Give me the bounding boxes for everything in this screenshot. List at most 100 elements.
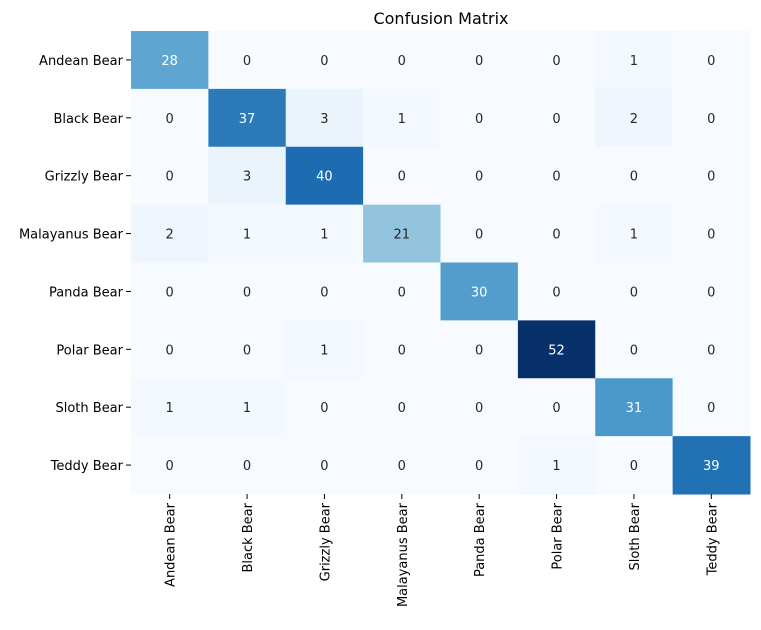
cell-label-r4-c2: 0 [320, 285, 328, 300]
cell-label-r4-c4: 30 [471, 285, 488, 300]
y-tick-label-0: Andean Bear [39, 54, 124, 69]
cell-label-r0-c5: 0 [552, 54, 560, 69]
cell-label-r7-c6: 0 [630, 459, 638, 474]
cell-r7-c3 [363, 436, 441, 495]
cell-label-r5-c4: 0 [475, 343, 483, 358]
cell-label-r4-c0: 0 [166, 285, 174, 300]
cell-label-r2-c1: 3 [243, 170, 251, 185]
cell-label-r2-c6: 0 [630, 170, 638, 185]
cell-label-r3-c0: 2 [166, 228, 174, 243]
cell-r4-c5 [517, 262, 596, 321]
cell-label-r6-c5: 0 [552, 401, 560, 416]
cell-r3-c1 [208, 204, 287, 263]
cell-r3-c0 [131, 204, 209, 263]
cell-r6-c0 [131, 378, 209, 437]
cell-r2-c4 [440, 146, 519, 206]
cell-r5-c1 [208, 320, 287, 379]
cell-label-r2-c4: 0 [475, 170, 483, 185]
cell-r6-c4 [440, 378, 519, 437]
y-tick-label-1: Black Bear [53, 112, 123, 127]
cell-r4-c3 [363, 262, 441, 321]
cell-r7-c7 [672, 436, 751, 495]
cell-r1-c0 [131, 88, 209, 148]
y-tick-label-4: Panda Bear [49, 285, 124, 300]
cell-label-r3-c6: 1 [630, 228, 638, 243]
cell-label-r2-c7: 0 [707, 170, 715, 185]
cell-r3-c4 [440, 204, 519, 263]
cell-r5-c7 [672, 320, 751, 379]
cell-label-r1-c1: 37 [239, 112, 256, 127]
cell-label-r0-c6: 1 [630, 54, 638, 69]
cell-r6-c1 [208, 378, 287, 437]
cell-label-r7-c4: 0 [475, 459, 483, 474]
cell-r2-c1 [208, 146, 287, 206]
cell-label-r5-c6: 0 [630, 343, 638, 358]
cell-r6-c7 [672, 378, 751, 437]
cell-r3-c3 [363, 204, 441, 263]
cell-r0-c6 [595, 31, 674, 90]
cell-label-r4-c7: 0 [707, 285, 715, 300]
cell-label-r4-c6: 0 [630, 285, 638, 300]
cell-label-r5-c3: 0 [398, 343, 406, 358]
cell-label-r4-c3: 0 [398, 285, 406, 300]
cell-label-r7-c2: 0 [320, 459, 328, 474]
cell-r1-c6 [595, 88, 674, 148]
cell-r7-c1 [208, 436, 287, 495]
x-axis: Andean Bear Black Bear Grizzly Bear Malayan… [164, 494, 720, 607]
cell-r0-c5 [517, 31, 596, 90]
cell-label-r3-c2: 1 [320, 228, 328, 243]
cell-r1-c3 [363, 88, 441, 148]
cell-label-r2-c3: 0 [398, 170, 406, 185]
cell-label-r5-c2: 1 [320, 343, 328, 358]
cell-r0-c4 [440, 31, 519, 90]
cell-r1-c2 [285, 88, 364, 148]
heatmap-cell-labels: 28 0 0 0 0 0 1 00 37 3 1 0 0 2 00 3 40 0 0 0 0 02 1 1 21 0 0 1 00 0 0 0… [161, 54, 719, 474]
cell-r6-c5 [517, 378, 596, 437]
cell-label-r3-c3: 21 [394, 228, 411, 243]
cell-r0-c7 [672, 31, 751, 90]
cell-r4-c6 [595, 262, 674, 321]
cell-label-r3-c4: 0 [475, 228, 483, 243]
y-tick-label-5: Polar Bear [56, 343, 123, 358]
chart-title: Confusion Matrix [373, 9, 508, 28]
cell-label-r7-c0: 0 [166, 459, 174, 474]
cell-r3-c7 [672, 204, 751, 263]
x-tick-label-7: Teddy Bear [705, 502, 720, 576]
cell-r2-c2 [285, 146, 364, 206]
cell-r5-c6 [595, 320, 674, 379]
cell-r1-c1 [208, 88, 287, 148]
x-tick-label-3: Malayanus Bear [396, 502, 411, 607]
cell-label-r1-c7: 0 [707, 112, 715, 127]
cell-label-r0-c3: 0 [398, 54, 406, 69]
x-tick-label-5: Polar Bear [551, 502, 566, 569]
cell-label-r1-c2: 3 [320, 112, 328, 127]
cell-r7-c6 [595, 436, 674, 495]
cell-r3-c2 [285, 204, 364, 263]
cell-r5-c4 [440, 320, 519, 379]
cell-label-r6-c3: 0 [398, 401, 406, 416]
cell-r1-c4 [440, 88, 519, 148]
y-axis: Andean Bear Black Bear Grizzly Bear Malayan… [19, 54, 131, 474]
cell-r4-c4 [440, 262, 519, 321]
cell-r0-c0 [131, 31, 209, 90]
cell-r6-c6 [595, 378, 674, 437]
cell-label-r1-c3: 1 [398, 112, 406, 127]
cell-label-r7-c1: 0 [243, 459, 251, 474]
cell-r2-c7 [672, 146, 751, 206]
cell-label-r5-c5: 52 [548, 343, 565, 358]
cell-label-r0-c2: 0 [320, 54, 328, 69]
cell-label-r2-c0: 0 [166, 170, 174, 185]
cell-label-r5-c1: 0 [243, 343, 251, 358]
cell-label-r5-c0: 0 [166, 343, 174, 358]
cell-label-r3-c1: 1 [243, 228, 251, 243]
cell-r2-c6 [595, 146, 674, 206]
x-tick-label-1: Black Bear [241, 502, 256, 572]
cell-label-r2-c5: 0 [552, 170, 560, 185]
cell-label-r4-c1: 0 [243, 285, 251, 300]
cell-label-r1-c4: 0 [475, 112, 483, 127]
cell-label-r4-c5: 0 [552, 285, 560, 300]
cell-label-r7-c5: 1 [552, 459, 560, 474]
cell-label-r3-c7: 0 [707, 228, 715, 243]
cell-r7-c4 [440, 436, 519, 495]
